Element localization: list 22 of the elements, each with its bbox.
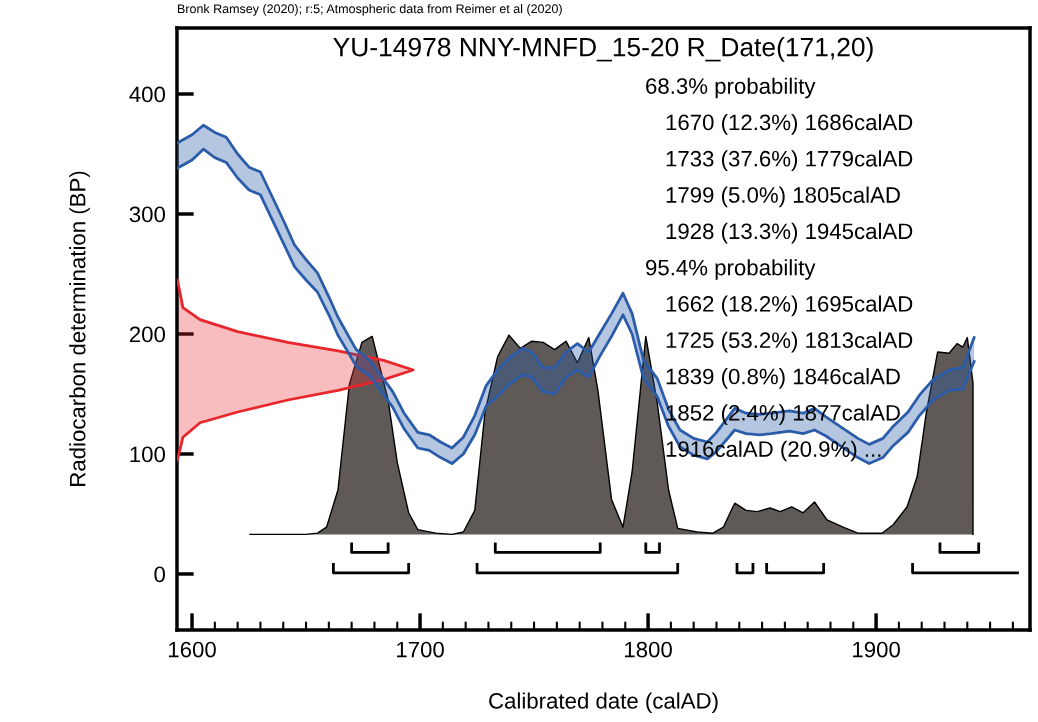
annotation: 1928 (13.3%) 1945calAD xyxy=(666,222,913,244)
annotation: 1725 (53.2%) 1813calAD xyxy=(666,331,913,353)
annotation: 1799 (5.0%) 1805calAD xyxy=(666,186,900,208)
x-axis-title: Calibrated date (calAD) xyxy=(489,692,718,714)
y-tick-label: 0 xyxy=(154,566,165,583)
x-tick-label: 1600 xyxy=(169,641,216,658)
annotation: 1670 (12.3%) 1686calAD xyxy=(666,113,913,135)
text: Bronk Ramsey (2020); r:5; Atmospheric data from Reimer et al (2020) xyxy=(178,4,562,16)
annotation: 1733 (37.6%) 1779calAD xyxy=(666,150,913,171)
y-tick-label: 200 xyxy=(129,326,165,343)
y-tick-label: 400 xyxy=(129,86,165,103)
x-tick-label: 1700 xyxy=(397,641,444,658)
x-tick-label: 1900 xyxy=(853,641,900,658)
y-tick-label: 100 xyxy=(130,446,165,463)
annotation: 1839 (0.8%) 1846calAD xyxy=(666,368,900,389)
annotation: 68.3% probability xyxy=(646,77,816,99)
chart-title: YU-14978 NNY-MNFD_15-20 R_Date(171,20) xyxy=(333,37,873,62)
x-tick-label: 1800 xyxy=(625,641,672,658)
y-axis-title: Radiocarbon determination (BP) xyxy=(69,171,90,486)
annotation: 95.4% probability xyxy=(646,259,816,280)
y-tick-label: 300 xyxy=(129,206,165,223)
annotation: 1662 (18.2%) 1695calAD xyxy=(666,295,913,317)
